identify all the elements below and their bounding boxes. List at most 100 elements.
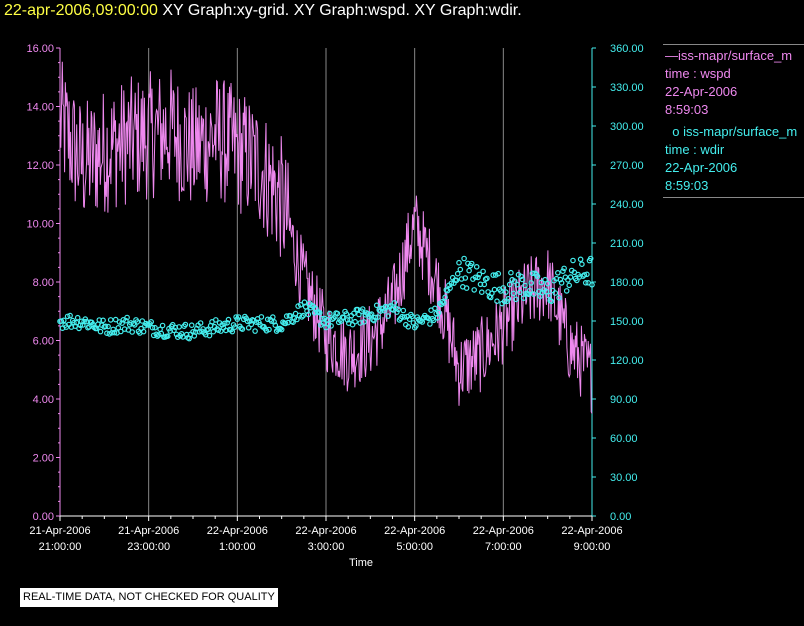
right-tick-label: 210.00 <box>610 238 644 250</box>
wdir-point <box>558 280 565 286</box>
wdir-point <box>473 263 480 270</box>
wdir-point <box>244 318 251 325</box>
wdir-point <box>326 310 333 317</box>
wdir-point <box>427 321 433 327</box>
legend-wspd-var: time : wspd <box>665 66 731 81</box>
wdir-point <box>571 269 578 276</box>
wdir-point <box>104 330 110 337</box>
wdir-point <box>196 328 203 335</box>
wdir-point <box>118 328 124 335</box>
wdir-point <box>401 314 408 320</box>
wdir-point <box>413 323 419 329</box>
header-graph-2: XY Graph:wspd. <box>293 2 410 19</box>
wdir-point <box>305 311 312 318</box>
wdir-point <box>224 319 231 326</box>
wdir-point <box>301 299 308 306</box>
legend-line-swatch: — <box>665 48 678 63</box>
right-tick-label: 300.00 <box>610 121 644 133</box>
wdir-point <box>269 314 276 320</box>
wdir-point <box>86 324 92 330</box>
header-graph-3: XY Graph:wdir. <box>414 2 522 19</box>
wdir-point <box>514 281 521 288</box>
wdir-point <box>60 317 67 324</box>
wdir-point <box>124 314 130 321</box>
wdir-point <box>513 296 519 303</box>
wdir-point <box>563 288 570 294</box>
wdir-point <box>567 274 574 280</box>
wdir-point <box>480 268 486 275</box>
wdir-point <box>468 260 475 267</box>
right-tick-label: 270.00 <box>610 160 644 172</box>
wdir-point <box>148 318 155 325</box>
right-tick-label: 30.00 <box>610 472 638 484</box>
left-tick-label: 16.00 <box>26 43 54 55</box>
wdir-point <box>409 313 415 320</box>
wdir-point <box>552 290 559 296</box>
wdir-point <box>561 265 567 272</box>
wdir-series <box>57 255 595 342</box>
wdir-point <box>481 281 488 288</box>
wdir-point <box>120 316 127 323</box>
wdir-point <box>566 282 573 289</box>
wdir-point <box>548 298 555 305</box>
wdir-point <box>272 322 279 329</box>
legend-entry-wdir: o iss-mapr/surface_m time : wdir 22-Apr-… <box>663 121 804 197</box>
wdir-point <box>400 307 407 314</box>
header-date: 22-apr-2006,09:00:00 <box>4 2 158 19</box>
wdir-point <box>58 318 65 324</box>
wdir-point <box>447 285 453 291</box>
wdir-point <box>282 320 289 327</box>
wdir-point <box>522 282 528 289</box>
wdir-point <box>508 269 514 276</box>
x-tick-date: 22-Apr-2006 <box>384 525 445 537</box>
wdir-point <box>439 298 446 305</box>
left-tick-label: 14.00 <box>26 102 54 114</box>
wdir-point <box>463 285 470 291</box>
wdir-point <box>491 286 498 293</box>
wdir-point <box>518 273 524 280</box>
right-tick-label: 360.00 <box>610 43 644 55</box>
wdir-point <box>316 309 323 316</box>
wdir-point <box>73 319 80 326</box>
wdir-point <box>129 329 136 335</box>
wdir-point <box>503 289 509 295</box>
legend-wdir-date: 22-Apr-2006 <box>665 160 738 175</box>
wdir-point <box>372 314 379 321</box>
wdir-point <box>152 324 158 331</box>
wdir-point <box>111 329 118 336</box>
legend-circle-swatch: o <box>665 124 684 139</box>
left-tick-label: 8.00 <box>33 277 54 289</box>
wdir-point <box>105 323 111 330</box>
wdir-point <box>119 320 125 326</box>
wdir-point <box>102 323 109 330</box>
wdir-point <box>229 328 236 335</box>
wdir-point <box>472 274 479 281</box>
wdir-point <box>159 322 166 329</box>
chart-legend: —iss-mapr/surface_m time : wspd 22-Apr-2… <box>663 44 804 198</box>
right-tick-label: 330.00 <box>610 82 644 94</box>
wdir-point <box>258 314 265 320</box>
wdir-point <box>442 294 448 301</box>
wdir-point <box>294 316 300 323</box>
wdir-point <box>213 317 219 323</box>
left-tick-label: 10.00 <box>26 219 54 231</box>
wdir-point <box>527 287 533 294</box>
wdir-point <box>516 289 523 296</box>
legend-wspd-source: iss-mapr/surface_m <box>678 48 793 63</box>
wdir-point <box>399 313 405 320</box>
wdir-point <box>453 277 460 284</box>
left-tick-label: 12.00 <box>26 160 54 172</box>
wdir-point <box>494 298 500 305</box>
right-tick-label: 90.00 <box>610 394 638 406</box>
wdir-point <box>440 300 447 306</box>
wdir-point <box>375 314 381 320</box>
wdir-point <box>225 316 232 323</box>
wdir-point <box>448 280 455 287</box>
wdir-point <box>139 318 146 324</box>
x-tick-time: 5:00:00 <box>396 541 433 553</box>
legend-divider-top <box>663 44 804 45</box>
wdir-point <box>252 328 258 334</box>
x-tick-time: 21:00:00 <box>39 541 82 553</box>
wdir-point <box>584 271 590 278</box>
wdir-point <box>395 306 402 313</box>
